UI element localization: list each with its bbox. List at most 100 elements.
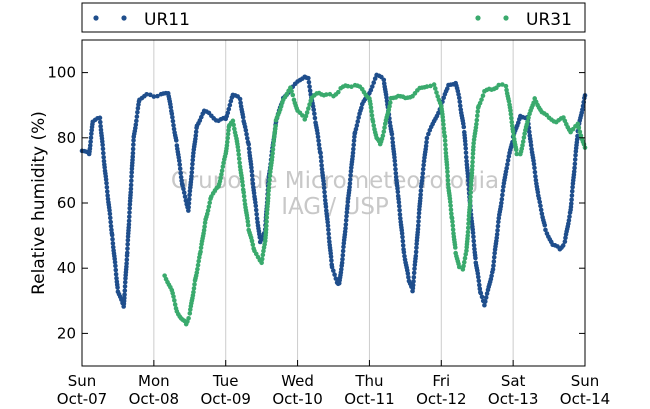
data-point [97, 115, 103, 121]
data-point [567, 214, 572, 219]
data-point [445, 173, 451, 179]
data-point [368, 105, 374, 110]
data-point [574, 137, 580, 142]
data-point [525, 119, 530, 124]
data-point [471, 242, 477, 248]
data-point [465, 233, 471, 238]
data-point [443, 146, 448, 152]
data-point [107, 208, 112, 213]
data-point [460, 121, 466, 126]
data-point [380, 133, 386, 139]
data-point [189, 165, 195, 171]
data-point [128, 190, 134, 195]
data-point [501, 184, 506, 190]
data-point [573, 149, 579, 154]
data-point [202, 224, 207, 229]
data-point [444, 86, 450, 91]
data-point [477, 286, 483, 292]
data-point [514, 151, 520, 157]
legend-marker-ur11-b [121, 15, 127, 21]
data-point [448, 203, 453, 208]
data-point [351, 146, 356, 152]
data-point [260, 252, 266, 258]
data-point [345, 199, 351, 205]
data-point [563, 235, 568, 241]
data-point [443, 150, 449, 156]
data-point [144, 92, 149, 97]
data-point [437, 100, 443, 106]
data-point [130, 154, 136, 160]
data-point [112, 259, 118, 265]
data-point [395, 189, 401, 195]
data-point [265, 195, 271, 201]
data-point [325, 219, 330, 225]
data-point [322, 189, 327, 195]
data-point [500, 82, 505, 87]
data-point [290, 92, 296, 98]
data-point [348, 168, 354, 174]
data-point [113, 263, 118, 269]
data-point [482, 302, 487, 308]
data-point [370, 84, 375, 89]
data-point [269, 154, 275, 160]
x-tick-label-date: Oct-14 [560, 390, 610, 408]
data-point [170, 290, 175, 296]
data-point [220, 164, 226, 169]
data-point [508, 111, 514, 117]
data-point [335, 89, 341, 95]
data-point [350, 153, 355, 159]
data-point [580, 107, 585, 112]
data-point [122, 292, 127, 297]
data-point [176, 158, 182, 164]
data-point [107, 211, 113, 217]
data-point [333, 276, 339, 281]
data-point [113, 271, 119, 277]
data-point [186, 315, 191, 321]
data-point [312, 115, 318, 121]
data-point [347, 181, 353, 186]
data-point [535, 189, 541, 195]
data-point [411, 274, 417, 280]
data-point [124, 250, 130, 256]
data-point [235, 148, 241, 153]
data-point [418, 192, 423, 198]
data-point [569, 193, 575, 198]
data-point [125, 246, 130, 251]
data-point [228, 98, 234, 104]
data-point [240, 179, 245, 184]
data-point [575, 121, 581, 127]
data-point [126, 214, 132, 220]
data-point [528, 142, 534, 148]
data-point [456, 264, 462, 270]
data-point [261, 248, 266, 254]
data-point [304, 110, 310, 115]
x-tick-label-date: Oct-08 [129, 390, 179, 408]
data-point [196, 258, 201, 264]
x-tick-label-day: Tue [212, 372, 239, 390]
data-point [310, 103, 316, 109]
data-point [415, 223, 421, 228]
data-point [421, 162, 426, 168]
data-point [206, 204, 212, 210]
data-point [263, 227, 269, 232]
data-point [271, 142, 276, 148]
data-point [504, 165, 509, 171]
data-point [392, 155, 397, 160]
data-point [326, 235, 332, 241]
data-point [327, 91, 333, 97]
data-point [392, 162, 398, 168]
data-point [416, 210, 422, 216]
data-point [441, 130, 447, 135]
x-tick-label-day: Mon [138, 372, 170, 390]
data-point [262, 242, 267, 247]
data-point [190, 161, 195, 167]
data-point [122, 295, 127, 301]
data-point [331, 268, 336, 273]
data-point [434, 90, 439, 95]
data-point [249, 165, 254, 170]
data-point [424, 139, 429, 145]
watermark-line-1: Grupo de Micrometeorologia [171, 168, 499, 194]
data-point [264, 223, 269, 229]
data-point [492, 250, 497, 256]
x-tick-label-day: Sat [501, 372, 526, 390]
